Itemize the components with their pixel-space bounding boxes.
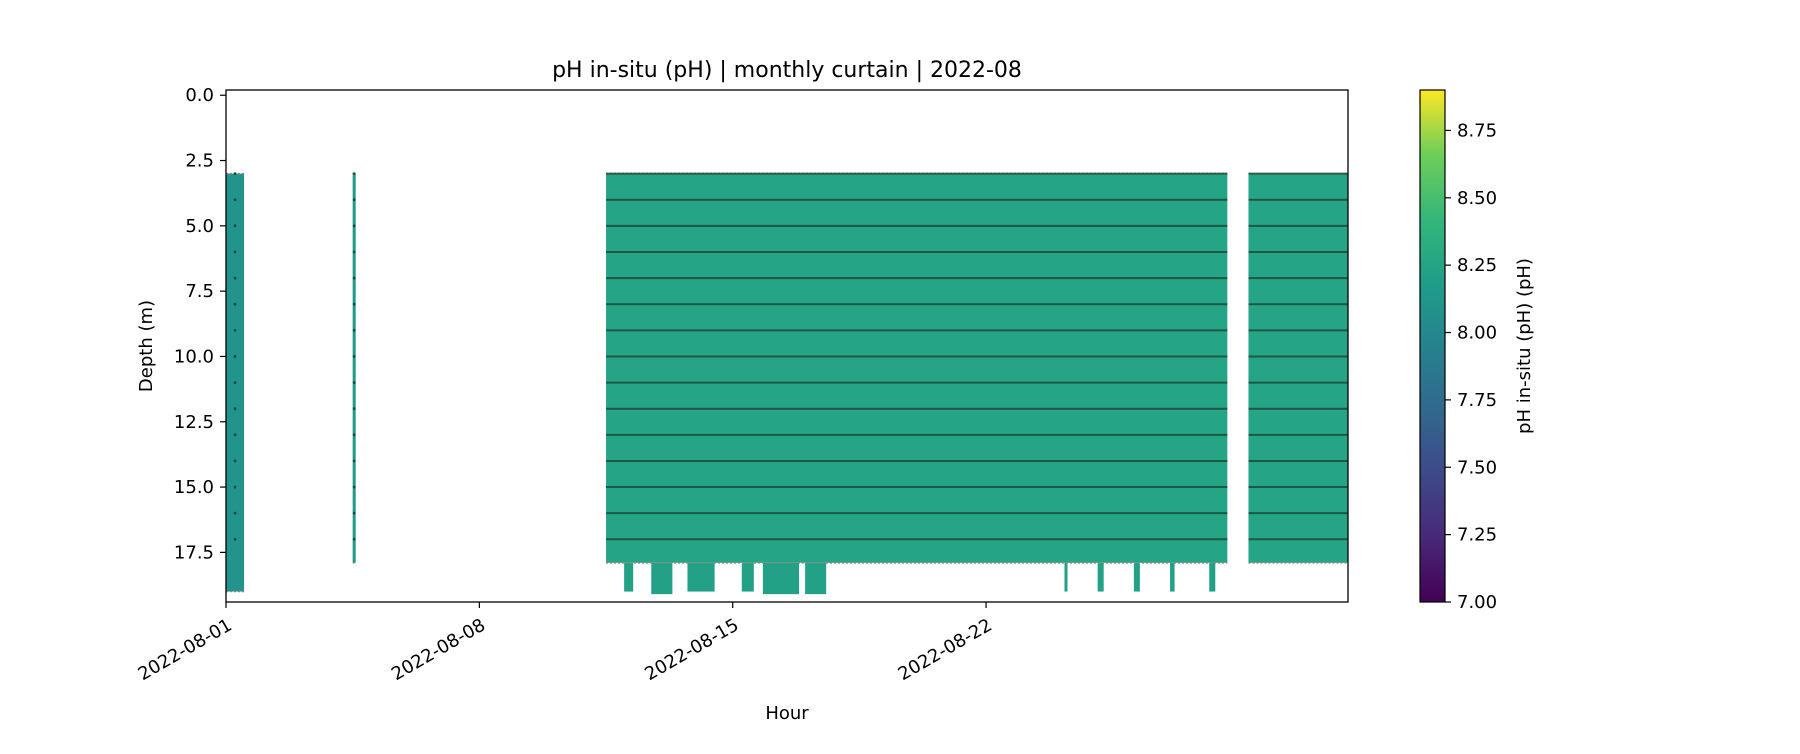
deep-data-strip	[1170, 562, 1175, 592]
sensor-depth-dot	[352, 302, 356, 306]
sensor-depth-dot	[352, 433, 356, 437]
sensor-depth-dot	[233, 381, 237, 384]
data-block	[352, 173, 356, 563]
sensor-depth-dot	[352, 198, 356, 202]
data-block	[1248, 173, 1348, 563]
sensor-depth-dot	[352, 328, 356, 332]
sensor-depth-dot	[352, 459, 356, 463]
colorbar-ticks: 7.00 7.25 7.50 7.75 8.00 8.25 8.50 8.75	[1445, 120, 1497, 613]
sensor-depth-dot	[352, 537, 356, 541]
colorbar-tick-label: 8.75	[1457, 120, 1497, 141]
y-tick-label: 2.5	[185, 151, 214, 172]
y-tick-label: 12.5	[174, 412, 214, 433]
sensor-depth-dot	[233, 537, 237, 541]
deep-data-strip	[1097, 562, 1104, 592]
sensor-depth-dot	[233, 224, 237, 228]
sensor-depth-dot	[352, 224, 356, 228]
y-tick-label: 5.0	[185, 216, 214, 237]
x-tick-label: 2022-08-15	[641, 615, 742, 685]
sensor-depth-dot	[233, 276, 237, 280]
colorbar-gradient	[1419, 89, 1446, 603]
y-tick-label: 0.0	[185, 85, 214, 106]
y-tick-label: 15.0	[174, 477, 214, 498]
x-tick-label: 2022-08-01	[135, 615, 236, 685]
y-tick-label: 7.5	[185, 281, 214, 302]
deep-data-strip	[762, 562, 800, 595]
sensor-depth-dot	[233, 250, 237, 254]
deep-data-strip	[1133, 562, 1140, 592]
deep-data-strip	[805, 562, 827, 595]
sensor-depth-dot	[352, 485, 356, 489]
sensor-depth-dot	[233, 485, 237, 489]
chart-title: pH in-situ (pH) | monthly curtain | 2022…	[552, 58, 1022, 83]
plot-area	[226, 172, 1348, 595]
plot-frame	[225, 89, 1349, 603]
sensor-depth-dot	[233, 328, 237, 332]
colorbar-tick-label: 7.00	[1457, 592, 1497, 613]
sensor-depth-dot	[352, 355, 356, 358]
deep-data-strip	[1209, 562, 1216, 592]
sensor-depth-dot	[233, 198, 237, 202]
x-tick-label: 2022-08-08	[388, 615, 489, 685]
sensor-depth-dot	[233, 511, 237, 515]
x-tick-label: 2022-08-22	[895, 615, 996, 685]
deep-data-strip	[1064, 562, 1068, 592]
y-tick-label: 17.5	[174, 542, 214, 563]
deep-data-strip	[624, 562, 634, 592]
data-block	[606, 173, 1228, 563]
sensor-depth-dot	[352, 381, 356, 384]
y-tick-label: 10.0	[174, 346, 214, 367]
sensor-depth-dot	[233, 302, 237, 306]
sensor-depth-dot	[352, 407, 356, 411]
colorbar-tick-label: 8.25	[1457, 255, 1497, 276]
colorbar-tick-label: 7.25	[1457, 525, 1497, 546]
sensor-depth-dot	[233, 407, 237, 411]
x-axis: 2022-08-01 2022-08-08 2022-08-15 2022-08-22	[135, 602, 996, 685]
x-axis-label: Hour	[765, 703, 809, 724]
colorbar-tick-label: 7.75	[1457, 390, 1497, 411]
sensor-depth-dot	[352, 511, 356, 515]
colorbar-tick-label: 8.50	[1457, 188, 1497, 209]
colorbar: 7.00 7.25 7.50 7.75 8.00 8.25 8.50 8.75 pH in-s…	[1419, 89, 1535, 613]
sensor-depth-dot	[233, 172, 237, 175]
colorbar-tick-label: 7.50	[1457, 457, 1497, 478]
deep-data-strip	[741, 562, 754, 592]
sensor-depth-dot	[233, 433, 237, 437]
deep-data-strip	[651, 562, 673, 595]
deep-data-strip	[687, 562, 715, 592]
y-axis: 0.0 2.5 5.0 7.5 10.0 12.5 15.0 17.5	[174, 85, 226, 563]
y-axis-label: Depth (m)	[136, 300, 157, 392]
colorbar-label: pH in-situ (pH) (pH)	[1514, 258, 1535, 434]
sensor-depth-dot	[352, 250, 356, 254]
sensor-depth-dot	[233, 355, 237, 358]
sensor-depth-dot	[352, 276, 356, 280]
sensor-depth-dot	[233, 459, 237, 463]
colorbar-tick-label: 8.00	[1457, 323, 1497, 344]
sensor-depth-dot	[352, 172, 356, 175]
